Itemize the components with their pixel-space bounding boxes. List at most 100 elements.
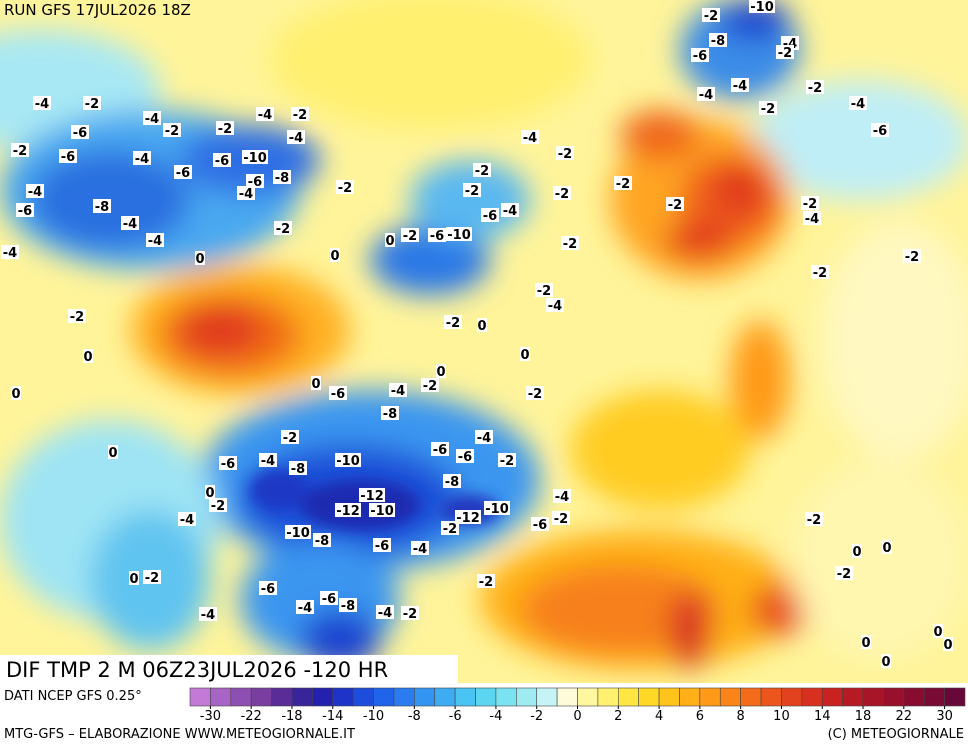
contour-label: -4 — [389, 383, 407, 399]
contour-label-text: -12 — [456, 511, 480, 526]
colorbar-swatch — [862, 687, 884, 707]
contour-label-text: 0 — [861, 636, 870, 651]
contour-label-text: 0 — [436, 365, 445, 380]
label-box — [143, 570, 161, 584]
label-box — [296, 600, 314, 614]
label-box — [421, 378, 439, 392]
contour-label: -12 — [455, 510, 481, 526]
label-box — [481, 208, 499, 222]
colorbar-label: 4 — [655, 709, 663, 724]
contour-label: -6 — [59, 149, 77, 165]
label-box — [806, 80, 824, 94]
label-box — [666, 197, 684, 211]
colorbar-label: -4 — [489, 709, 502, 724]
contour-label-text: 0 — [195, 252, 204, 267]
contour-label-text: -10 — [370, 504, 394, 519]
contour-label: -12 — [359, 488, 385, 504]
contour-label-text: -4 — [135, 152, 149, 167]
contour-label-text: -6 — [73, 126, 87, 141]
contour-label-text: -10 — [336, 454, 360, 469]
title-box — [0, 655, 458, 683]
contour-label-text: -4 — [555, 490, 569, 505]
contour-label: 0 — [861, 635, 871, 651]
contour-label: -8 — [381, 406, 399, 422]
contour-label-text: -2 — [807, 513, 821, 528]
contour-label: -8 — [709, 33, 727, 49]
colorbar-label: -6 — [449, 709, 462, 724]
contour-label: 0 — [520, 347, 530, 363]
label-box — [411, 541, 429, 555]
contour-label-text: -2 — [803, 197, 817, 212]
map-title: DIF TMP 2 M 06Z23JUL2026 -120 HR — [6, 658, 388, 682]
contour-label: -8 — [339, 598, 357, 614]
colorbar-swatch — [250, 687, 272, 707]
contour-label: -4 — [803, 211, 821, 227]
contour-label: -2 — [498, 453, 516, 469]
contour-label: -2 — [835, 566, 853, 582]
label-box — [535, 283, 553, 297]
contour-label: -2 — [336, 180, 354, 196]
colorbar-swatch — [434, 687, 456, 707]
contour-label-text: -12 — [360, 489, 384, 504]
colorbar-label: 10 — [773, 709, 790, 724]
contour-label: -2 — [477, 574, 495, 590]
contour-label: -2 — [68, 309, 86, 325]
label-box — [401, 228, 419, 242]
contour-label-text: -6 — [458, 450, 472, 465]
contour-label: -6 — [373, 538, 391, 554]
colorbar-swatch — [597, 687, 619, 707]
label-box — [444, 315, 462, 329]
contour-label-text: -6 — [322, 592, 336, 607]
contour-label: -2 — [903, 249, 921, 265]
contour-label: -4 — [296, 600, 314, 616]
contour-label-text: -4 — [3, 246, 17, 261]
label-box — [259, 453, 277, 467]
contour-label: 0 — [311, 376, 321, 392]
contour-label-text: -6 — [176, 166, 190, 181]
label-box — [291, 107, 309, 121]
colorbar-swatch — [577, 687, 599, 707]
label-box — [553, 186, 571, 200]
contour-label-text: -2 — [283, 431, 297, 446]
colorbar-swatch — [923, 687, 945, 707]
colorbar-swatch — [210, 687, 232, 707]
label-box — [133, 151, 151, 165]
colorbar-swatch — [699, 687, 721, 707]
colorbar-swatch — [760, 687, 782, 707]
contour-label: -2 — [473, 163, 491, 179]
label-box — [553, 489, 571, 503]
contour-label-text: -8 — [275, 171, 289, 186]
contour-label-text: -6 — [18, 204, 32, 219]
contour-label: -8 — [443, 474, 461, 490]
contour-label: -6 — [71, 125, 89, 141]
contour-label-text: -8 — [95, 200, 109, 215]
contour-label: 0 — [108, 445, 118, 461]
label-box — [475, 430, 493, 444]
contour-label-text: -2 — [905, 250, 919, 265]
contour-label-text: -2 — [13, 144, 27, 159]
contour-label: 0 — [83, 349, 93, 365]
contour-label: -2 — [444, 315, 462, 331]
source-text: DATI NCEP GFS 0.25° — [4, 689, 142, 704]
label-box — [484, 501, 510, 515]
contour-label: -2 — [463, 183, 481, 199]
label-box — [443, 474, 461, 488]
label-box — [455, 510, 481, 524]
label-box — [561, 236, 579, 250]
contour-label-text: -4 — [733, 79, 747, 94]
contour-label: -10 — [369, 503, 395, 519]
contour-label: -4 — [259, 453, 277, 469]
label-box — [531, 517, 549, 531]
contour-label-text: 0 — [477, 319, 486, 334]
colorbar-swatch — [883, 687, 905, 707]
label-box — [281, 430, 299, 444]
colorbar-swatch — [801, 687, 823, 707]
contour-label: -8 — [273, 170, 291, 186]
contour-label-text: -6 — [533, 518, 547, 533]
contour-label-text: -4 — [699, 88, 713, 103]
label-box — [108, 445, 118, 459]
colorbar-swatch — [740, 687, 762, 707]
label-box — [11, 386, 21, 400]
colorbar-label: 30 — [936, 709, 953, 724]
label-box — [329, 386, 347, 400]
